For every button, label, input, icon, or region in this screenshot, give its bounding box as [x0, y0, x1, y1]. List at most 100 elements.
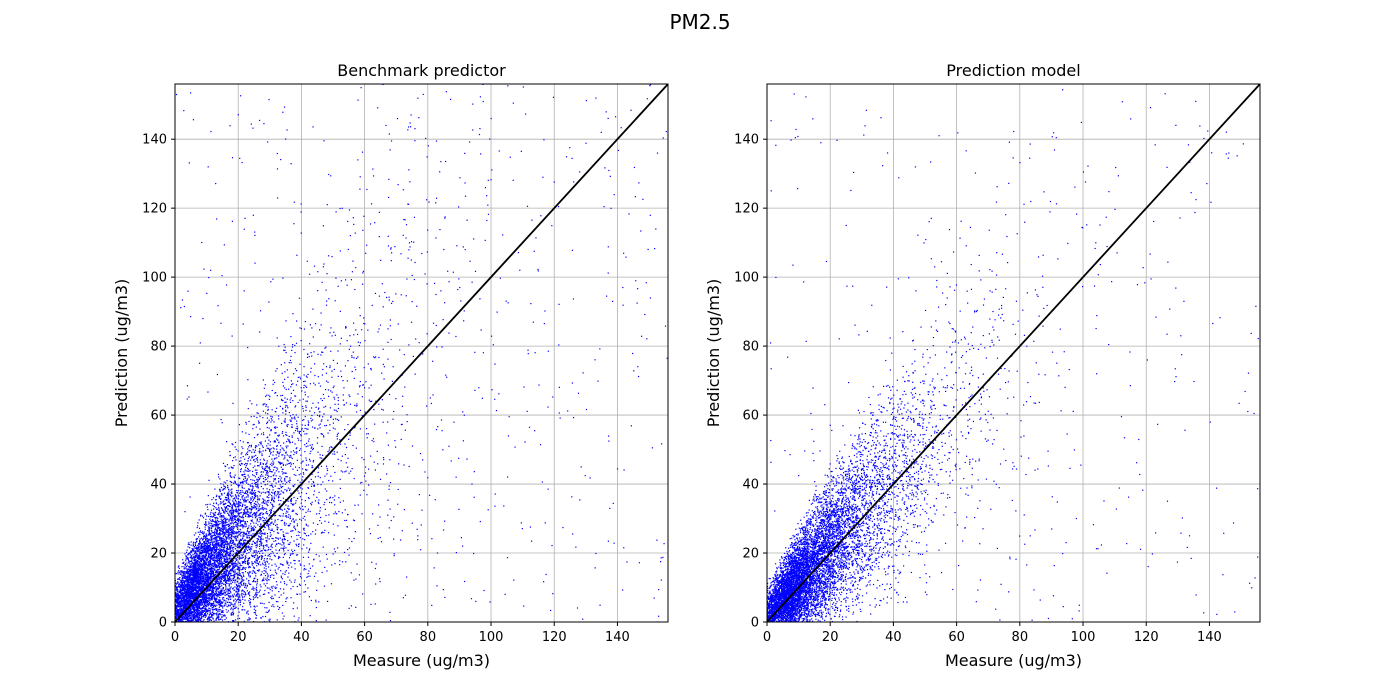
- benchmark-point: [256, 434, 258, 436]
- benchmark-point: [313, 481, 315, 484]
- benchmark-point: [240, 543, 242, 545]
- benchmark-point: [267, 610, 270, 612]
- benchmark-point: [188, 396, 190, 398]
- benchmark-point: [260, 525, 262, 527]
- benchmark-point: [310, 542, 312, 544]
- benchmark-point: [226, 533, 228, 535]
- benchmark-point: [289, 554, 291, 556]
- benchmark-point: [213, 533, 215, 535]
- benchmark-point: [256, 519, 258, 521]
- benchmark-point: [239, 567, 241, 569]
- benchmark-point: [279, 556, 281, 558]
- benchmark-point: [229, 576, 231, 578]
- benchmark-point: [244, 549, 246, 551]
- benchmark-point: [320, 465, 323, 467]
- benchmark-point: [191, 560, 193, 562]
- benchmark-point: [210, 130, 212, 133]
- benchmark-point: [233, 498, 236, 500]
- benchmark-point: [255, 472, 257, 474]
- benchmark-point: [259, 448, 261, 450]
- benchmark-point: [238, 506, 240, 508]
- benchmark-point: [464, 248, 466, 251]
- benchmark-point: [196, 557, 198, 559]
- benchmark-point: [258, 556, 260, 558]
- benchmark-point: [192, 541, 195, 543]
- benchmark-point: [191, 562, 193, 564]
- benchmark-point: [203, 531, 205, 533]
- benchmark-point: [402, 597, 405, 599]
- benchmark-point: [414, 140, 416, 142]
- benchmark-point: [190, 316, 192, 318]
- benchmark-point: [221, 583, 223, 585]
- benchmark-point: [252, 566, 255, 568]
- benchmark-point: [233, 541, 235, 543]
- benchmark-point: [280, 466, 282, 468]
- benchmark-point: [269, 618, 271, 620]
- benchmark-point: [209, 616, 211, 619]
- benchmark-point: [229, 547, 232, 549]
- benchmark-point: [474, 270, 477, 272]
- benchmark-point: [359, 494, 361, 496]
- benchmark-point: [262, 578, 264, 581]
- benchmark-point: [190, 600, 192, 603]
- benchmark-point: [382, 348, 384, 350]
- benchmark-point: [265, 478, 267, 480]
- benchmark-point: [252, 580, 254, 583]
- benchmark-point: [181, 582, 183, 585]
- benchmark-point: [250, 508, 253, 510]
- benchmark-point: [175, 588, 178, 590]
- benchmark-point: [259, 428, 261, 430]
- benchmark-point: [206, 620, 209, 622]
- benchmark-point: [221, 530, 223, 532]
- benchmark-point: [540, 215, 542, 217]
- benchmark-point: [203, 574, 205, 576]
- benchmark-point: [197, 550, 199, 552]
- benchmark-point: [291, 553, 293, 555]
- benchmark-point: [241, 592, 243, 594]
- benchmark-point: [507, 85, 509, 87]
- benchmark-point: [232, 564, 234, 567]
- benchmark-point: [284, 401, 286, 404]
- benchmark-point: [266, 500, 269, 502]
- benchmark-point: [249, 463, 251, 465]
- benchmark-point: [206, 597, 208, 599]
- benchmark-point: [193, 585, 196, 587]
- benchmark-point: [196, 604, 198, 606]
- benchmark-point: [307, 534, 310, 537]
- benchmark-point: [272, 475, 274, 477]
- benchmark-point: [243, 492, 246, 495]
- benchmark-point: [356, 403, 358, 405]
- benchmark-point: [211, 609, 214, 611]
- benchmark-point: [281, 468, 283, 471]
- benchmark-point: [196, 569, 198, 571]
- benchmark-point: [266, 533, 269, 535]
- benchmark-point: [440, 419, 443, 421]
- benchmark-point: [224, 508, 227, 510]
- benchmark-point: [193, 546, 196, 548]
- benchmark-point: [282, 454, 284, 456]
- benchmark-point: [197, 531, 199, 533]
- benchmark-point: [260, 492, 263, 494]
- benchmark-point: [217, 554, 219, 556]
- benchmark-point: [330, 175, 332, 177]
- benchmark-point: [191, 611, 194, 613]
- benchmark-point: [225, 588, 227, 590]
- benchmark-point: [220, 498, 222, 500]
- benchmark-point: [579, 499, 581, 501]
- benchmark-point: [210, 509, 213, 511]
- benchmark-point: [323, 397, 325, 400]
- benchmark-point: [178, 590, 181, 592]
- benchmark-point: [322, 454, 324, 456]
- benchmark-point: [201, 576, 203, 578]
- benchmark-point: [252, 527, 254, 529]
- benchmark-point: [184, 553, 186, 555]
- benchmark-point: [210, 515, 212, 517]
- benchmark-point: [228, 530, 230, 532]
- benchmark-point: [199, 580, 201, 582]
- benchmark-point: [200, 562, 202, 564]
- benchmark-point: [580, 466, 582, 468]
- benchmark-point: [261, 507, 263, 509]
- benchmark-point: [322, 435, 325, 437]
- benchmark-point: [188, 593, 191, 595]
- benchmark-point: [194, 580, 196, 582]
